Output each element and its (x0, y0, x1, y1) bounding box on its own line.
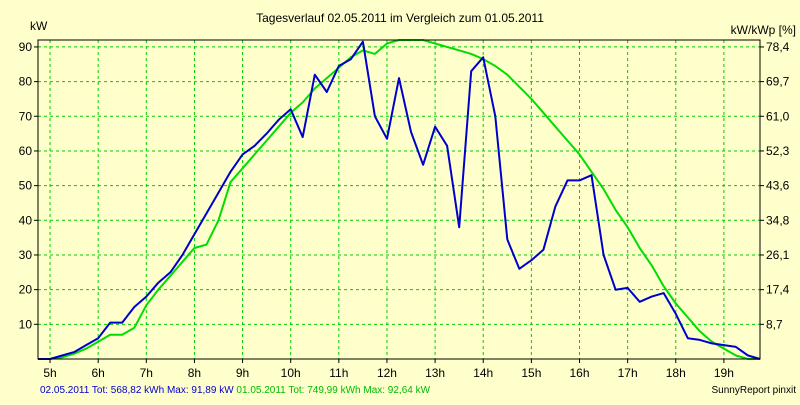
y-axis-left-ticks: 10 20 30 40 50 60 70 80 90 (19, 40, 38, 331)
x-tick-label: 16h (569, 366, 589, 380)
x-tick-label: 9h (236, 366, 249, 380)
y-axis-right-label: kW/kWp [%] (731, 23, 796, 37)
y-left-tick-label: 20 (19, 283, 33, 297)
y-axis-left-label: kW (30, 19, 48, 33)
x-tick-label: 6h (91, 366, 104, 380)
x-tick-label: 7h (140, 366, 153, 380)
plot-area (38, 40, 760, 359)
y-right-tick-label: 34,8 (766, 213, 790, 227)
x-tick-label: 12h (377, 366, 397, 380)
y-right-tick-label: 52,3 (766, 144, 790, 158)
footer-stats: 02.05.2011 Tot: 568,82 kWh Max: 91,89 kW… (40, 385, 431, 396)
footer-credit: SunnyReport pinxit (712, 385, 797, 396)
y-axis-right-ticks: 8,7 17,4 26,1 34,8 43,6 52,3 61,0 69,7 78,4 (760, 40, 790, 331)
x-tick-label: 18h (666, 366, 686, 380)
series-line-02.05.2011 (38, 40, 761, 360)
y-left-tick-label: 80 (19, 75, 33, 89)
y-right-tick-label: 17,4 (766, 283, 790, 297)
x-tick-label: 11h (329, 366, 348, 380)
x-tick-label: 15h (521, 366, 541, 380)
x-tick-label: 17h (618, 366, 638, 380)
y-right-tick-label: 43,6 (766, 179, 790, 193)
chart-title: Tagesverlauf 02.05.2011 im Vergleich zum… (256, 11, 544, 25)
y-left-tick-label: 10 (19, 317, 33, 331)
y-right-tick-label: 26,1 (766, 248, 790, 262)
y-left-tick-label: 50 (19, 179, 33, 193)
x-tick-label: 5h (43, 366, 56, 380)
y-right-tick-label: 78,4 (766, 40, 790, 54)
y-right-tick-label: 61,0 (766, 109, 790, 123)
y-left-tick-label: 30 (19, 248, 33, 262)
y-left-tick-label: 70 (19, 109, 33, 123)
x-tick-label: 19h (714, 366, 734, 380)
y-left-tick-label: 90 (19, 40, 33, 54)
x-axis-ticks: 5h 6h 7h 8h 9h 10h 11h 12h 13h 14h 15h 16h 17h 18h 19h (43, 359, 734, 380)
footer-stats-1: 01.05.2011 Tot: 749,99 kWh Max: 92,64 kW (234, 385, 431, 396)
x-tick-label: 8h (188, 366, 201, 380)
x-tick-label: 13h (425, 366, 445, 380)
y-right-tick-label: 8,7 (766, 317, 783, 331)
plot-frame (37, 39, 761, 360)
y-left-tick-label: 40 (19, 213, 33, 227)
footer-stats-0: 02.05.2011 Tot: 568,82 kWh Max: 91,89 kW (40, 385, 234, 396)
x-tick-label: 14h (473, 366, 493, 380)
grid (38, 40, 760, 359)
x-tick-label: 10h (281, 366, 301, 380)
y-left-tick-label: 60 (19, 144, 33, 158)
y-right-tick-label: 69,7 (766, 75, 790, 89)
